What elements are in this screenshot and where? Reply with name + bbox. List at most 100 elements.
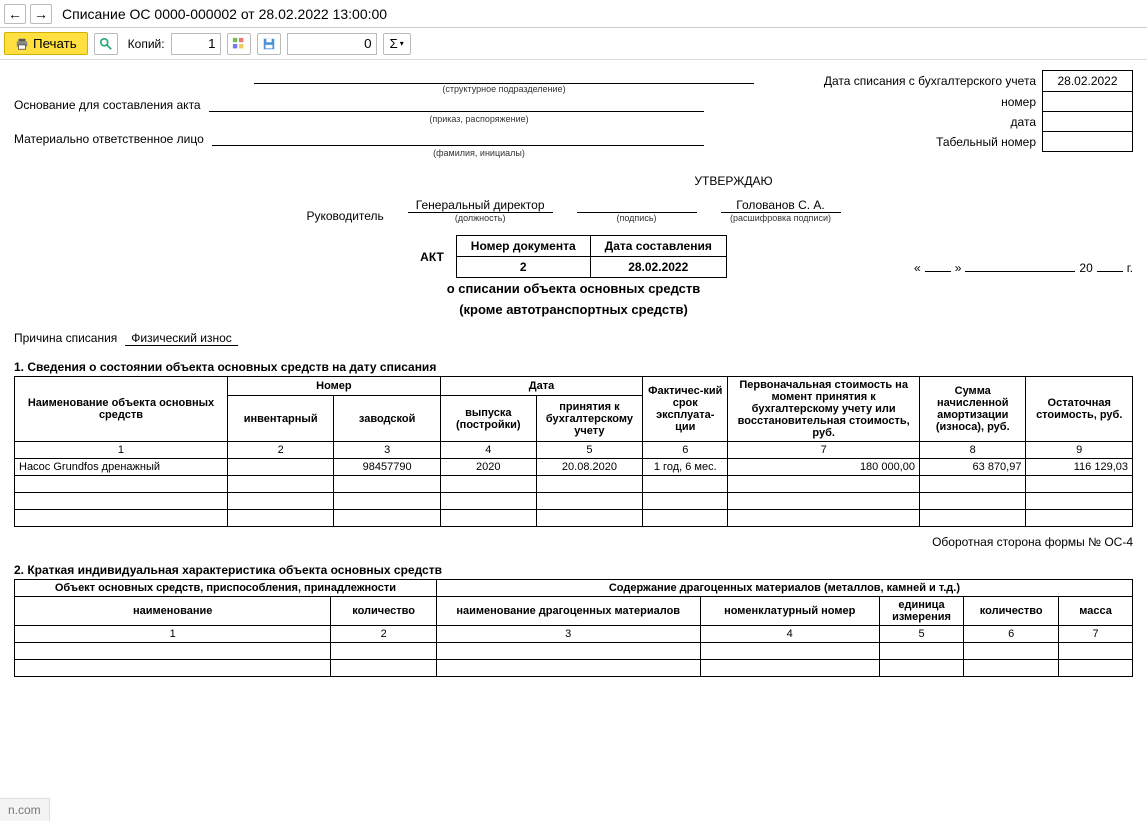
- s1-grp-number: Номер: [227, 377, 440, 396]
- footnote: Оборотная сторона формы № ОС-4: [14, 535, 1133, 549]
- save-button[interactable]: [257, 33, 281, 55]
- print-label: Печать: [33, 36, 77, 51]
- s2-col-nomen: номенклатурный номер: [700, 597, 879, 626]
- s1-num-8: 8: [920, 442, 1026, 459]
- doc-number-table: Номер документа Дата составления 2 28.02…: [456, 235, 727, 278]
- s2-num-4: 4: [700, 626, 879, 643]
- meta-personnel-label: Табельный номер: [816, 132, 1043, 152]
- responsible-sub: (фамилия, инициалы): [254, 148, 704, 158]
- signature-line: [577, 198, 697, 213]
- s1-col-inv: инвентарный: [227, 396, 333, 442]
- s1-col-residual: Остаточная стоимость, руб.: [1026, 377, 1133, 442]
- approve-title: УТВЕРЖДАЮ: [334, 174, 1133, 188]
- year-suffix: г.: [1127, 261, 1133, 275]
- s2-grp-metals: Содержание драгоценных материалов (метал…: [436, 580, 1132, 597]
- section1-table: Наименование объекта основных средств Но…: [14, 376, 1133, 527]
- table-row: 116 129,03: [1026, 459, 1133, 476]
- meta-personnel-value: [1043, 132, 1133, 152]
- s1-num-5: 5: [536, 442, 642, 459]
- window-title: Списание ОС 0000-000002 от 28.02.2022 13…: [62, 6, 387, 22]
- day-line: [925, 260, 951, 272]
- copies-label: Копий:: [128, 37, 165, 51]
- s1-col-cost: Первоначальная стоимость на момент приня…: [728, 377, 920, 442]
- position-sub: (должность): [455, 213, 506, 223]
- sigma-icon: Σ: [389, 36, 397, 51]
- nav-back-button[interactable]: ←: [4, 4, 26, 24]
- nav-forward-button[interactable]: →: [30, 4, 52, 24]
- doc-no-header: Номер документа: [456, 236, 590, 257]
- reason-value: Физический износ: [125, 331, 237, 346]
- s1-grp-date: Дата: [440, 377, 642, 396]
- s2-col-unit: единица измерения: [879, 597, 963, 626]
- quote-right: »: [955, 261, 962, 275]
- s1-num-6: 6: [643, 442, 728, 459]
- s2-col-qty: количество: [331, 597, 436, 626]
- writeoff-date-label: Дата списания с бухгалтерского учета: [816, 71, 1043, 92]
- year-prefix: 20: [1079, 261, 1092, 275]
- copies-input[interactable]: [171, 33, 221, 55]
- writeoff-date-value: 28.02.2022: [1043, 71, 1133, 92]
- meta-number-value: [1043, 92, 1133, 112]
- basis-sub: (приказ, распоряжение): [254, 114, 704, 124]
- s2-col-name: наименование: [15, 597, 331, 626]
- section2-table: Объект основных средств, приспособления,…: [14, 579, 1133, 677]
- meta-table: Дата списания с бухгалтерского учета 28.…: [816, 70, 1133, 152]
- meta-date-label: дата: [816, 112, 1043, 132]
- print-button[interactable]: Печать: [4, 32, 88, 55]
- table-row: 1 год, 6 мес.: [643, 459, 728, 476]
- s1-col-accept: принятия к бухгалтерскому учету: [536, 396, 642, 442]
- s2-col-metal-name: наименование драгоценных материалов: [436, 597, 700, 626]
- act-subtitle1: о списании объекта основных средств: [14, 281, 1133, 296]
- meta-number-label: номер: [816, 92, 1043, 112]
- table-row: Насос Grundfos дренажный: [15, 459, 228, 476]
- s2-num-1: 1: [15, 626, 331, 643]
- toolbar-num-input[interactable]: [287, 33, 377, 55]
- s2-num-3: 3: [436, 626, 700, 643]
- name-value: Голованов С. А.: [721, 198, 841, 213]
- s2-num-5: 5: [879, 626, 963, 643]
- act-subtitle2: (кроме автотранспортных средств): [14, 302, 1133, 317]
- watermark: n.com: [0, 798, 50, 821]
- dropdown-icon: ▾: [400, 39, 404, 48]
- s1-col-term: Фактичес-кий срок эксплуата-ции: [643, 377, 728, 442]
- doc-no-value: 2: [456, 257, 590, 278]
- table-row: 63 870,97: [920, 459, 1026, 476]
- s1-num-1: 1: [15, 442, 228, 459]
- table-row: 98457790: [334, 459, 440, 476]
- responsible-label: Материально ответственное лицо: [14, 132, 212, 146]
- s1-num-4: 4: [440, 442, 536, 459]
- table-row: 180 000,00: [728, 459, 920, 476]
- s1-col-factory: заводской: [334, 396, 440, 442]
- floppy-icon: [262, 37, 276, 51]
- doc-date-header: Дата составления: [590, 236, 726, 257]
- s1-num-3: 3: [334, 442, 440, 459]
- s2-num-6: 6: [964, 626, 1059, 643]
- s2-num-7: 7: [1059, 626, 1133, 643]
- s1-col-amort: Сумма начисленной амортизации (износа), …: [920, 377, 1026, 442]
- year-line: [1097, 260, 1123, 272]
- section1-title: 1. Сведения о состоянии объекта основных…: [14, 360, 1133, 374]
- s2-grp-obj: Объект основных средств, приспособления,…: [15, 580, 437, 597]
- s1-col-issue: выпуска (постройки): [440, 396, 536, 442]
- akt-label: АКТ: [420, 250, 444, 264]
- quote-left: «: [914, 261, 921, 275]
- s2-col-qty2: количество: [964, 597, 1059, 626]
- reason-label: Причина списания: [14, 331, 117, 345]
- table-row: [227, 459, 333, 476]
- meta-date-value: [1043, 112, 1133, 132]
- position-value: Генеральный директор: [408, 198, 553, 213]
- s2-num-2: 2: [331, 626, 436, 643]
- table-row: 20.08.2020: [536, 459, 642, 476]
- unit-sub: (структурное подразделение): [254, 84, 754, 94]
- magnifier-icon: [99, 37, 113, 51]
- grid-settings-button[interactable]: [227, 33, 251, 55]
- sign-sub: (подпись): [617, 213, 657, 223]
- manager-label: Руководитель: [306, 209, 383, 223]
- sum-button[interactable]: Σ ▾: [383, 33, 411, 55]
- table-row: 2020: [440, 459, 536, 476]
- s1-num-7: 7: [728, 442, 920, 459]
- preview-button[interactable]: [94, 33, 118, 55]
- printer-icon: [15, 37, 29, 51]
- grid-icon: [232, 37, 246, 51]
- s2-col-mass: масса: [1059, 597, 1133, 626]
